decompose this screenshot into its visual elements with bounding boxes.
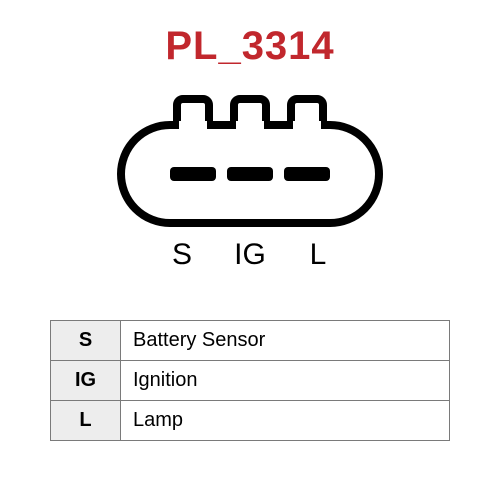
pin-slot-l (284, 167, 330, 181)
legend-key: L (51, 401, 121, 441)
pin-slot-s (170, 167, 216, 181)
table-row: S Battery Sensor (51, 321, 450, 361)
legend-value: Battery Sensor (121, 321, 450, 361)
legend-table: S Battery Sensor IG Ignition L Lamp (50, 320, 450, 441)
pin-label-s: S (166, 238, 198, 272)
pin-slot-ig (227, 167, 273, 181)
pin-labels-row: S IG L (0, 238, 500, 272)
legend-key: S (51, 321, 121, 361)
pin-label-l: L (302, 238, 334, 272)
connector-svg (115, 95, 385, 230)
legend-value: Lamp (121, 401, 450, 441)
pin-label-ig: IG (234, 238, 266, 272)
connector-diagram (0, 95, 500, 235)
table-row: IG Ignition (51, 361, 450, 401)
legend-key: IG (51, 361, 121, 401)
legend-value: Ignition (121, 361, 450, 401)
part-number-title: PL_3314 (0, 24, 500, 69)
table-row: L Lamp (51, 401, 450, 441)
